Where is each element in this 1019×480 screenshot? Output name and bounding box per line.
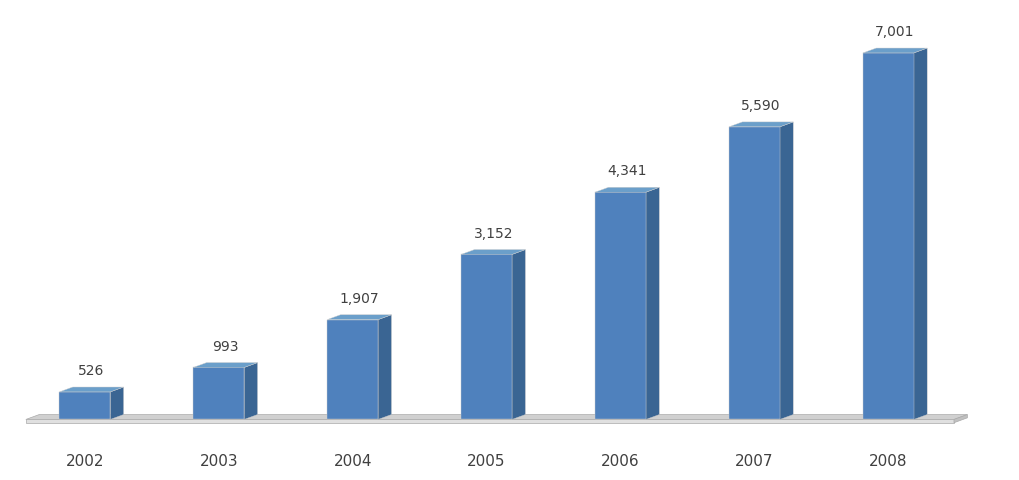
Polygon shape [862,48,926,53]
Polygon shape [594,187,658,192]
Polygon shape [729,122,793,127]
Polygon shape [59,387,123,392]
Polygon shape [25,415,966,420]
Polygon shape [594,192,645,420]
Polygon shape [110,387,123,420]
Text: 7,001: 7,001 [874,25,914,39]
Text: 526: 526 [78,364,105,378]
Polygon shape [913,48,926,420]
Polygon shape [780,122,793,420]
Polygon shape [729,127,780,420]
Polygon shape [244,362,257,420]
Polygon shape [59,392,110,420]
Text: 4,341: 4,341 [607,164,646,178]
Polygon shape [378,315,391,420]
Polygon shape [862,53,913,420]
Polygon shape [25,420,953,423]
Polygon shape [953,415,966,423]
Polygon shape [193,368,244,420]
Text: 993: 993 [212,339,238,354]
Polygon shape [327,315,391,320]
Polygon shape [645,187,658,420]
Polygon shape [461,250,525,254]
Polygon shape [193,362,257,368]
Text: 1,907: 1,907 [339,292,379,306]
Text: 5,590: 5,590 [741,99,781,113]
Polygon shape [327,320,378,420]
Polygon shape [461,254,512,420]
Text: 3,152: 3,152 [473,227,513,240]
Polygon shape [512,250,525,420]
